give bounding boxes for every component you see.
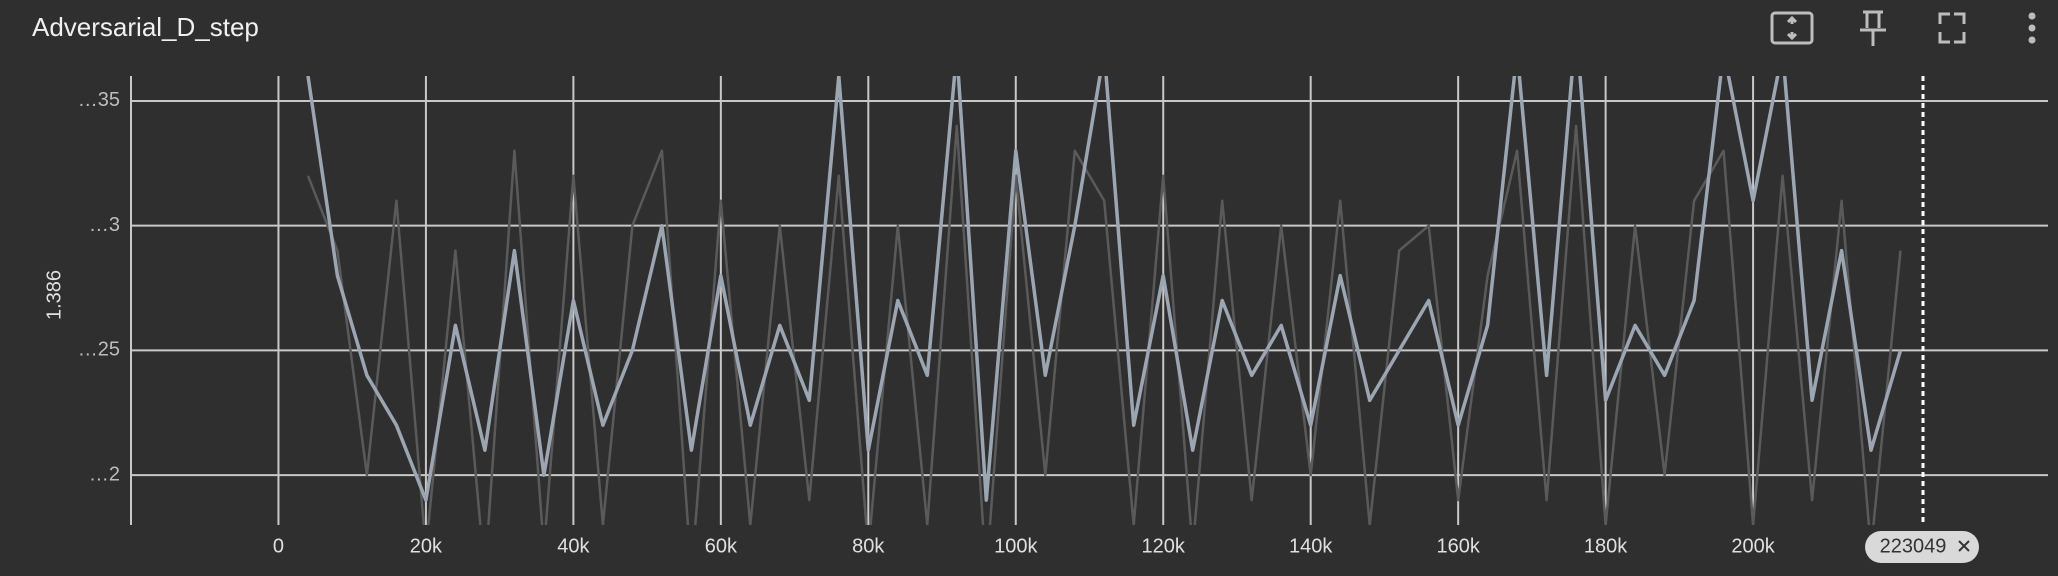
x-tick-label: 40k (557, 535, 590, 557)
badge-label: 223049 (1880, 535, 1947, 557)
x-tick-label: 60k (705, 535, 738, 557)
data-line (306, 76, 1903, 502)
chart-title: Adversarial_D_step (32, 12, 259, 42)
y-tick-label: …25 (78, 339, 120, 361)
x-tick-label: 160k (1436, 535, 1480, 557)
badge-close-icon (1958, 540, 1970, 552)
pin-button[interactable] (1860, 10, 1886, 46)
data-line (306, 124, 1902, 525)
x-tick-label: 20k (410, 535, 443, 557)
fullscreen-button[interactable] (1938, 12, 1966, 44)
x-tick-label: 180k (1584, 535, 1628, 557)
step-marker-badge[interactable]: 223049 (1865, 531, 1980, 563)
fit-domain-button[interactable] (1770, 11, 1814, 45)
more-button[interactable] (2028, 12, 2036, 44)
x-tick-label: 120k (1142, 535, 1186, 557)
x-tick-label: 0 (273, 535, 284, 557)
y-tick-label: …3 (89, 214, 120, 236)
x-tick-label: 100k (994, 535, 1038, 557)
x-tick-label: 200k (1731, 535, 1775, 557)
y-axis-label: 1.386 (43, 270, 65, 320)
badge-background (1865, 531, 1980, 563)
toolbar (1770, 10, 2036, 46)
plot-area (306, 76, 1903, 525)
x-tick-label: 80k (852, 535, 885, 557)
x-tick-label: 140k (1289, 535, 1333, 557)
y-tick-label: …35 (78, 89, 120, 111)
y-tick-label: …2 (89, 463, 120, 485)
